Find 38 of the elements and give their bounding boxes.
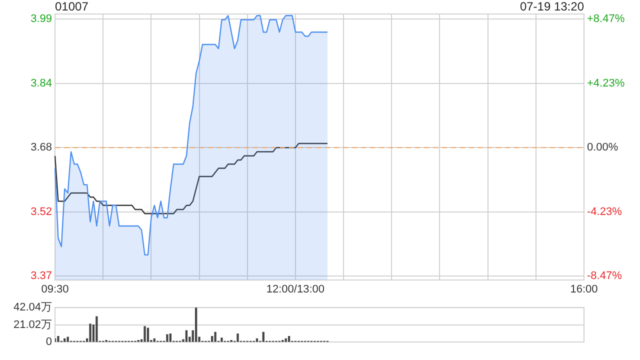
bar <box>284 338 287 342</box>
y2-tick-label: +8.47% <box>587 13 625 26</box>
bar <box>236 333 239 342</box>
y-tick-label: 0 <box>46 336 52 348</box>
bar <box>256 338 258 342</box>
bar <box>185 330 188 342</box>
text: 07-19 13:20 <box>520 0 584 14</box>
y2-tick-label: +4.23% <box>587 77 625 90</box>
bar <box>166 334 168 342</box>
bar <box>211 336 214 342</box>
bar <box>288 336 290 342</box>
bar <box>214 332 216 342</box>
bar <box>57 336 60 342</box>
y-tick-label: 21.02万 <box>13 318 52 331</box>
y-tick-label: 42.04万 <box>13 302 52 314</box>
y-tick-label: 3.84 <box>30 77 52 90</box>
bar <box>66 336 69 342</box>
bar <box>153 338 156 342</box>
y-tick-label: 3.37 <box>30 270 52 282</box>
x-tick-label: 16:00 <box>570 284 598 296</box>
y2-tick-label: -8.47% <box>587 270 622 282</box>
y-tick-label: 3.52 <box>30 206 52 218</box>
y-tick-label: 3.99 <box>30 13 52 26</box>
bar <box>146 328 150 342</box>
x-tick-label: 09:30 <box>41 284 69 296</box>
bar <box>144 326 146 342</box>
bar <box>220 338 223 342</box>
bar <box>64 338 66 342</box>
bar <box>96 316 98 342</box>
y2-tick-label: 0.00% <box>587 142 618 154</box>
y2-tick-label: -4.23% <box>587 206 622 218</box>
bar <box>194 308 198 342</box>
bar <box>169 333 172 342</box>
bar <box>262 332 264 342</box>
bar <box>89 324 92 342</box>
x-tick-label: 12:00/13:00 <box>266 284 325 296</box>
chart-title: 01007 <box>55 0 89 14</box>
y-tick-label: 3.68 <box>30 142 52 154</box>
